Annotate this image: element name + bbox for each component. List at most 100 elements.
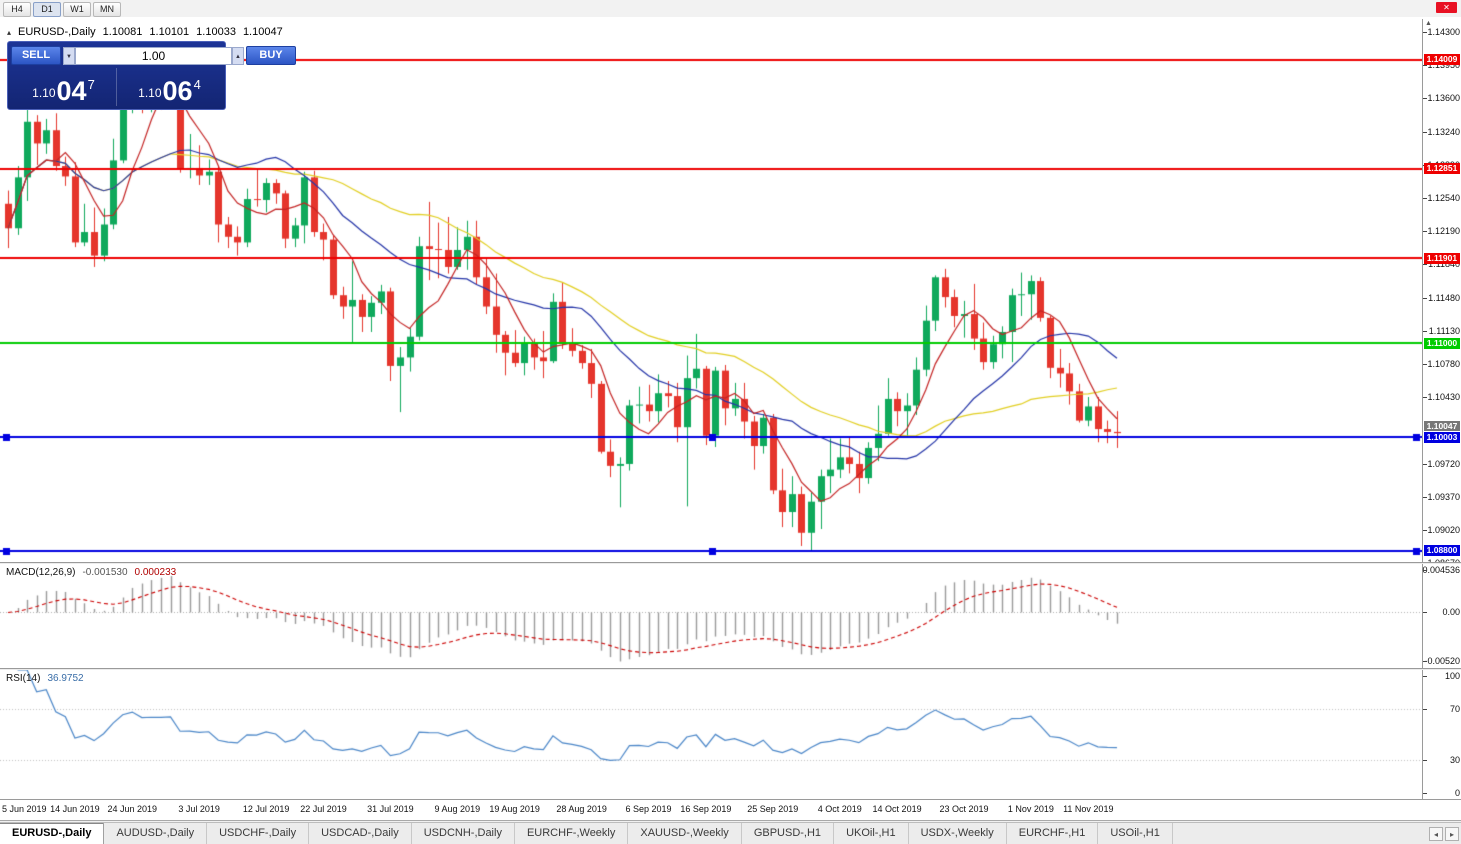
macd-panel: 0.004536 0.00 -0.00520 MACD(12,26,9) -0.00…: [0, 564, 1461, 668]
timeframe-w1-button[interactable]: W1: [63, 2, 91, 17]
buy-button[interactable]: BUY: [246, 46, 296, 65]
macd-signal-value: 0.000233: [134, 567, 177, 578]
chart-tab-eurchf-h1[interactable]: EURCHF-,H1: [1006, 823, 1099, 844]
ohlc-low: 1.10033: [196, 26, 236, 38]
timeframe-mn-button[interactable]: MN: [93, 2, 121, 17]
axis-label: 1.10780: [1427, 359, 1460, 370]
time-axis-label: 12 Jul 2019: [242, 804, 290, 814]
price-line-badge: 1.10003: [1424, 431, 1460, 443]
time-axis-label: 19 Aug 2019: [489, 804, 540, 814]
rsi-label: RSI(14) 36.9752: [6, 673, 84, 684]
timeframe-d1-button[interactable]: D1: [33, 2, 61, 17]
axis-label: 70: [1449, 703, 1460, 714]
axis-tick: [1423, 231, 1427, 232]
tab-scroll-right-button[interactable]: ▸: [1445, 827, 1459, 841]
chart-tab-audusd-daily[interactable]: AUDUSD-,Daily: [104, 823, 208, 844]
axis-tick: [1423, 198, 1427, 199]
chart-tab-eurusd-daily[interactable]: EURUSD-,Daily: [0, 823, 105, 844]
buy-price: 1.10 06 4: [117, 68, 222, 106]
axis-label: 1.10430: [1427, 392, 1460, 403]
buy-price-big: 06: [162, 76, 193, 106]
axis-label: 30: [1449, 755, 1460, 766]
axis-tick: [1423, 364, 1427, 365]
price-scale[interactable]: ▲ 1.143001.139501.136001.132401.128901.1…: [1422, 19, 1461, 568]
sell-price-small: 1.10: [32, 86, 56, 100]
buy-price-sup: 4: [193, 77, 201, 92]
axis-tick: [1423, 709, 1427, 710]
macd-label: MACD(12,26,9) -0.001530 0.000233: [6, 567, 176, 578]
chart-tab-ukoil-h1[interactable]: UKOil-,H1: [834, 823, 909, 844]
volume-input[interactable]: [75, 46, 232, 65]
axis-label: 1.11480: [1428, 293, 1460, 304]
tab-scroll-controls: ◂ ▸: [1429, 827, 1459, 841]
rsi-scale[interactable]: 100 70 30 0: [1422, 670, 1461, 799]
rsi-name: RSI(14): [6, 673, 41, 684]
one-click-trading-panel: SELL ▼ ▲ BUY 1.10 04 7 1.10: [7, 41, 296, 110]
time-axis-label: 1 Nov 2019: [1007, 804, 1054, 814]
axis-label: 1.09020: [1427, 524, 1460, 535]
chart-tab-eurchf-weekly[interactable]: EURCHF-,Weekly: [514, 823, 629, 844]
panel-splitter[interactable]: [0, 562, 1461, 564]
macd-scale[interactable]: 0.004536 0.00 -0.00520: [1422, 564, 1461, 668]
close-chart-button[interactable]: ✕: [1436, 2, 1457, 13]
sell-price-big: 04: [56, 76, 87, 106]
timeframe-h4-button[interactable]: H4: [3, 2, 31, 17]
macd-main-value: -0.001530: [82, 567, 128, 578]
time-axis-label: 4 Oct 2019: [817, 804, 862, 814]
time-axis-label: 23 Oct 2019: [939, 804, 989, 814]
trade-panel-toggle-icon[interactable]: ▴: [7, 27, 12, 37]
axis-label: -0.00520: [1424, 656, 1460, 666]
time-axis-label: 14 Oct 2019: [872, 804, 922, 814]
axis-label: 1.13240: [1427, 127, 1460, 138]
volume-field: ▼ ▲: [63, 46, 244, 65]
trade-panel-prices: 1.10 04 7 1.10 06 4: [11, 68, 222, 106]
ohlc-high: 1.10101: [149, 26, 190, 38]
volume-decrease-button[interactable]: ▼: [63, 46, 75, 65]
time-axis-label: 22 Jul 2019: [300, 804, 347, 814]
chart-title: ▴ EURUSD-,Daily 1.10081 1.10101 1.10033 …: [7, 26, 283, 38]
chart-symbol: EURUSD-,Daily: [18, 26, 96, 38]
price-line-badge: 1.14009: [1424, 54, 1460, 66]
price-chart-canvas[interactable]: [0, 19, 1423, 562]
sell-button[interactable]: SELL: [11, 46, 61, 65]
axis-tick: [1423, 661, 1427, 662]
tab-scroll-left-button[interactable]: ◂: [1429, 827, 1443, 841]
time-axis[interactable]: 5 Jun 2019 14 Jun 2019 24 Jun 2019 3 Jul 20…: [0, 799, 1461, 820]
panel-splitter[interactable]: [0, 668, 1461, 670]
price-line-badge: 1.11901: [1424, 252, 1460, 264]
timeframe-buttons: H4 D1 W1 MN: [3, 2, 121, 17]
chart-tab-usoil-h1[interactable]: USOil-,H1: [1098, 823, 1173, 844]
axis-tick: [1423, 132, 1427, 133]
axis-label: 1.11840: [1428, 259, 1460, 270]
axis-tick: [1423, 464, 1427, 465]
chart-tab-usdx-weekly[interactable]: USDX-,Weekly: [908, 823, 1007, 844]
time-axis-label: 6 Sep 2019: [625, 804, 672, 814]
rsi-canvas[interactable]: [0, 670, 1423, 799]
axis-tick: [1423, 397, 1427, 398]
axis-tick: [1423, 497, 1427, 498]
chart-tab-usdchf-daily[interactable]: USDCHF-,Daily: [207, 823, 310, 844]
macd-canvas[interactable]: [0, 564, 1423, 668]
axis-tick: [1423, 32, 1427, 33]
sell-price-sup: 7: [87, 77, 95, 92]
trade-panel-controls: SELL ▼ ▲ BUY: [11, 45, 296, 66]
sell-price: 1.10 04 7: [11, 68, 117, 106]
chart-tab-gbpusd-h1[interactable]: GBPUSD-,H1: [741, 823, 835, 844]
chart-tab-xauusd-weekly[interactable]: XAUUSD-,Weekly: [628, 823, 742, 844]
chart-tab-usdcnh-daily[interactable]: USDCNH-,Daily: [411, 823, 515, 844]
chart-tab-usdcad-daily[interactable]: USDCAD-,Daily: [309, 823, 412, 844]
axis-label: 1.14300: [1427, 27, 1460, 38]
axis-label: 1.09720: [1427, 458, 1460, 469]
time-axis-label: 25 Sep 2019: [747, 804, 799, 814]
chart-tab-bar: EURUSD-,Daily AUDUSD-,Daily USDCHF-,Daily U…: [0, 822, 1461, 844]
axis-label: 0.00: [1442, 607, 1460, 618]
axis-tick: [1423, 570, 1427, 571]
chart-window: ▲ 1.143001.139501.136001.132401.128901.1…: [0, 17, 1461, 821]
axis-label: 0: [1454, 788, 1460, 798]
time-axis-label: 11 Nov 2019: [1063, 804, 1114, 814]
timeframe-toolbar: H4 D1 W1 MN ✕: [0, 0, 1461, 18]
time-axis-label: 9 Aug 2019: [434, 804, 481, 814]
price-line-badge: 1.08800: [1424, 545, 1460, 557]
volume-increase-button[interactable]: ▲: [232, 46, 244, 65]
